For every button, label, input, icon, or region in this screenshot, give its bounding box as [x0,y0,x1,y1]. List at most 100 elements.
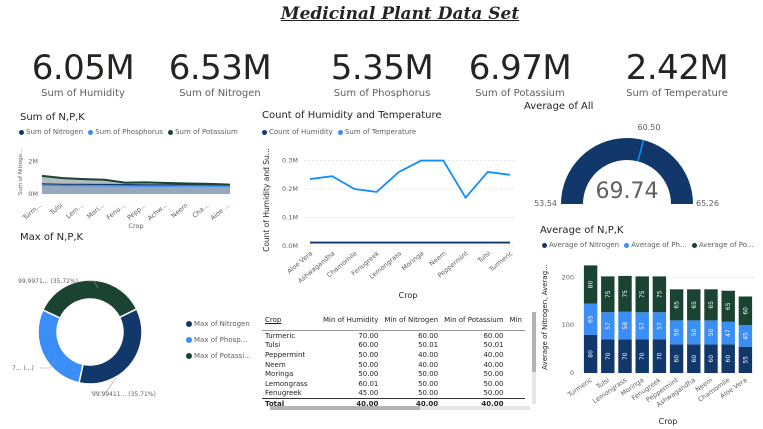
donut-chart[interactable]: 99.99411... (35.71%) 7... (...) 99.9971...… [10,260,180,410]
kpi-label: Sum of Nitrogen [179,88,261,99]
kpi-value: 2.42M [625,48,729,88]
legend-item[interactable]: Average of Po... [698,241,754,249]
legend-item[interactable]: Sum of Potassium [175,128,238,136]
table-row[interactable]: Lemongrass 60.01 50.00 50.00 [262,379,525,389]
gauge-chart[interactable]: 69.74 53.54 65.26 60.50 [530,118,763,218]
table-scrollbar[interactable] [532,312,536,404]
bar-data-label: 70 [639,352,646,360]
table-cell: Peppermint [265,350,306,359]
legend-dot [19,129,24,135]
bar-data-label: 65 [674,301,681,309]
bar-data-label: 58 [622,322,629,330]
table-cell: 50.00 [358,350,379,359]
y-axis-title: Sum of Nitroge... [18,148,24,195]
gauge-arc [561,138,693,204]
x-tick-label: Cha... [191,201,211,219]
bar-data-label: 60 [708,355,715,363]
legend-item[interactable]: Max of Phosp... [194,336,248,344]
bar-data-label: 57 [639,322,646,330]
table-header-cell[interactable]: Min of Humidity [320,310,382,331]
bar-data-label: 60 [674,355,681,363]
kpi-phosphorus[interactable]: 5.35M Sum of Phosphorus [307,48,457,99]
bar-data-label: 75 [622,290,629,298]
x-tick-label: Turm... [20,201,43,222]
legend-item[interactable]: Sum of Nitrogen [26,128,84,136]
y-tick-label: 2M [28,158,38,166]
bar-segment [738,296,753,326]
table-total-cell: 40.00 [441,398,507,409]
bar-data-label: 75 [639,290,646,298]
series-line [41,183,231,186]
area-chart[interactable]: 2M 0M Sum of Nitroge... Turm... Tulsi Lem... M… [14,140,236,230]
table-row[interactable]: Moringa 50.00 50.00 50.00 [262,369,525,379]
table-row[interactable]: Neem 50.00 40.00 40.00 [262,360,525,370]
table-hscrollbar[interactable] [270,406,530,410]
table-row[interactable]: Tulsi 60.00 50.01 50.01 [262,341,525,351]
bar-segment [635,276,649,313]
bar-segment [721,344,735,373]
bar-segment [635,312,649,340]
table-row[interactable]: Turmeric 70.00 60.00 60.00 [262,331,525,341]
kpi-nitrogen[interactable]: 6.53M Sum of Nitrogen [145,48,295,99]
bar-segment [583,303,598,335]
table-cell: 70.00 [358,331,379,340]
min-table[interactable]: Crop Min of Humidity Min of Nitrogen Min of… [262,310,532,415]
kpi-value: 6.53M [168,48,272,88]
donut-legend: Max of Nitrogen Max of Phosp... Max of P… [186,316,251,364]
scrollbar-thumb[interactable] [270,406,420,410]
legend-item[interactable]: Count of Humidity [269,128,333,136]
line-chart[interactable]: 0.3M 0.2M 0.1M 0.0M Count of Humidity and Su… [258,140,520,302]
donut-slice [41,279,138,320]
kpi-label: Sum of Potassium [475,88,565,99]
bar-data-label: 60 [742,307,749,315]
x-tick-label: Pepp... [126,201,148,221]
bar-segment [618,275,632,312]
table-cell: 60.01 [358,379,379,388]
series-line-0 [309,159,511,200]
table-cell: 50.00 [483,389,504,398]
table-row[interactable]: Fenugreek 45.00 50.00 50.00 [262,389,525,399]
table-cell: 45.00 [358,389,379,398]
legend-item[interactable]: Max of Nitrogen [194,320,250,328]
bar-data-label: 65 [725,302,732,310]
bar-chart[interactable]: 200 100 0 Average of Nitrogen, Averag... 80 6… [538,255,760,427]
bar-segment [601,339,615,373]
table-cell: 60.00 [418,331,439,340]
table-header-cell[interactable]: Min of Potassium [441,310,507,331]
scrollbar-thumb[interactable] [532,312,536,372]
y-tick-label: 200 [562,273,574,281]
bar-segment [669,344,684,373]
bar-segment [652,312,667,340]
x-tick-label: Mori... [85,201,106,220]
kpi-label: Sum of Humidity [41,88,125,99]
kpi-label: Sum of Phosphorus [333,88,431,99]
kpi-humidity[interactable]: 6.05M Sum of Humidity [8,48,158,99]
table-header-cell[interactable]: Min of Nitrogen [381,310,442,331]
bar-data-label: 50 [708,328,715,336]
y-tick-label: 0 [570,369,574,377]
table-cell: 50.01 [418,341,439,350]
legend-item[interactable]: Sum of Temperature [344,128,417,136]
x-tick-label: Aloe ... [209,201,231,222]
table-cell: Lemongrass [265,379,308,388]
kpi-temperature[interactable]: 2.42M Sum of Temperature [602,48,752,99]
y-tick-label: 0.0M [282,242,298,250]
x-axis-title: Crop [128,222,143,230]
bar-data-label: 65 [691,301,698,309]
x-axis-title: Crop [399,291,418,300]
legend-item[interactable]: Average of Nitrogen [549,241,620,249]
y-axis-title: Average of Nitrogen, Averag... [541,264,549,370]
table-row[interactable]: Peppermint 50.00 40.00 40.00 [262,350,525,360]
legend-item[interactable]: Sum of Phosphorus [95,128,163,136]
table-cell: 50.00 [418,379,439,388]
legend-item[interactable]: Max of Potassi... [194,352,251,360]
table-header-cell[interactable]: Crop [262,310,320,331]
legend-dot [542,242,547,248]
legend-item[interactable]: Average of Ph... [631,241,687,249]
kpi-potassium[interactable]: 6.97M Sum of Potassium [445,48,595,99]
y-tick-label: 0M [28,190,38,198]
table-header-cell[interactable]: Min [506,310,525,331]
bar-segment [669,289,684,321]
bar-segment [601,312,615,340]
bar-data-label: 80 [588,281,595,289]
